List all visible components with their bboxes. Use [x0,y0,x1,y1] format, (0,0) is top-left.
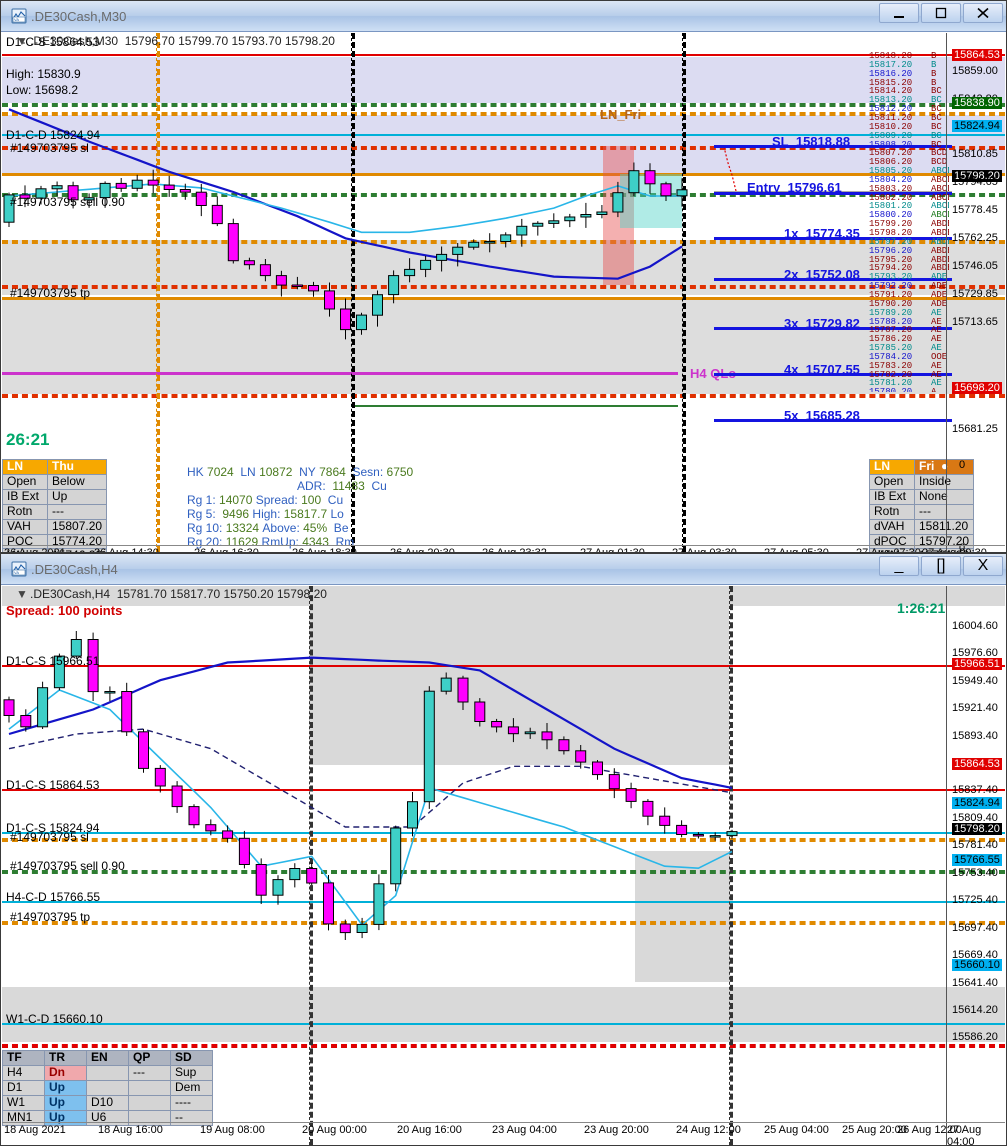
svg-text:VA: VA [14,17,19,22]
svg-text:VA: VA [14,570,19,575]
